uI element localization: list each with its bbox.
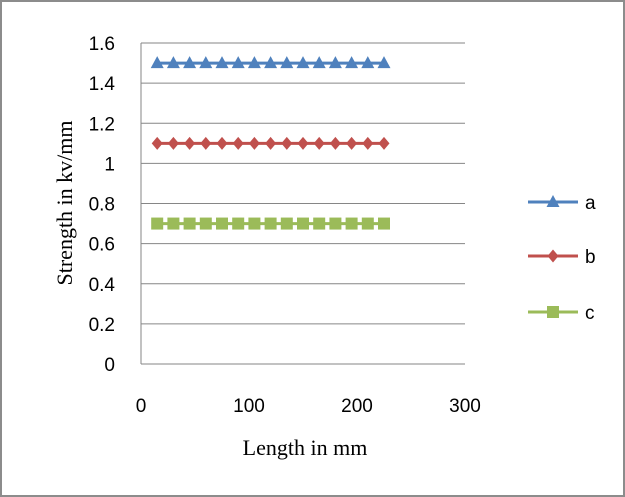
data-point-c xyxy=(264,217,277,230)
axes xyxy=(140,43,465,365)
y-tick-label: 0 xyxy=(104,355,115,376)
data-point-a xyxy=(328,56,342,69)
legend-label-b: b xyxy=(585,247,596,268)
series-group xyxy=(150,56,391,230)
data-point-a xyxy=(215,56,229,69)
data-point-b xyxy=(346,136,358,150)
legend-marker-b xyxy=(547,249,559,263)
data-point-a xyxy=(264,56,278,69)
series-a xyxy=(150,56,391,69)
data-point-c xyxy=(183,217,196,230)
data-point-a xyxy=(183,56,197,69)
data-point-b xyxy=(362,136,374,150)
data-point-b xyxy=(232,136,244,150)
data-point-a xyxy=(296,56,310,69)
data-point-b xyxy=(200,136,212,150)
x-tick-label: 200 xyxy=(341,396,373,417)
data-point-c xyxy=(232,217,245,230)
data-point-c xyxy=(199,217,212,230)
y-tick-label: 0.6 xyxy=(89,235,115,256)
data-point-c xyxy=(167,217,180,230)
data-point-a xyxy=(345,56,359,69)
series-b xyxy=(151,136,390,150)
data-point-b xyxy=(265,136,277,150)
data-point-a xyxy=(312,56,326,69)
data-point-c xyxy=(378,217,390,230)
gridlines xyxy=(141,42,465,325)
data-point-b xyxy=(378,136,390,150)
data-point-c xyxy=(151,217,164,230)
data-point-b xyxy=(297,136,309,150)
y-tick-label: 0.2 xyxy=(89,315,115,336)
y-axis-title: Strength in kv/mm xyxy=(52,121,77,286)
data-point-a xyxy=(231,56,245,69)
data-point-b xyxy=(151,136,163,150)
data-point-a xyxy=(199,56,213,69)
data-point-b xyxy=(313,136,325,150)
data-point-a xyxy=(166,56,180,69)
data-point-c xyxy=(329,217,342,230)
x-axis-title: Length in mm xyxy=(243,435,368,460)
data-point-b xyxy=(167,136,179,150)
data-point-c xyxy=(297,217,309,230)
data-point-c xyxy=(216,217,228,230)
y-tick-label: 1.6 xyxy=(89,34,115,55)
data-point-a xyxy=(377,56,391,69)
legend-marker-a xyxy=(546,195,560,207)
data-point-c xyxy=(280,217,293,230)
data-point-b xyxy=(281,136,293,150)
y-tick-label: 1.4 xyxy=(89,74,116,95)
series-c xyxy=(151,217,390,230)
tick-labels: 0 0.2 0.4 0.6 0.8 1 1.2 1.4 1.6 0 100 200 300 xyxy=(89,34,481,417)
legend: a b c xyxy=(528,193,596,324)
data-point-b xyxy=(184,136,196,150)
x-tick-label: 100 xyxy=(233,396,265,417)
data-point-c xyxy=(345,217,358,230)
data-point-c xyxy=(248,217,261,230)
y-tick-label: 1.2 xyxy=(89,114,115,135)
y-tick-label: 0.4 xyxy=(89,275,116,296)
data-point-b xyxy=(329,136,341,150)
data-point-a xyxy=(361,56,375,69)
data-point-a xyxy=(150,56,164,69)
data-point-a xyxy=(280,56,294,69)
data-point-b xyxy=(216,136,228,150)
y-tick-label: 1 xyxy=(104,154,115,175)
legend-marker-c xyxy=(547,306,559,318)
legend-label-c: c xyxy=(585,303,595,324)
y-tick-label: 0.8 xyxy=(89,195,115,216)
data-point-a xyxy=(247,56,261,69)
data-point-c xyxy=(361,217,374,230)
data-point-c xyxy=(313,217,326,230)
data-point-b xyxy=(248,136,260,150)
x-tick-label: 0 xyxy=(136,396,147,417)
legend-label-a: a xyxy=(585,193,596,214)
x-tick-label: 300 xyxy=(449,396,481,417)
